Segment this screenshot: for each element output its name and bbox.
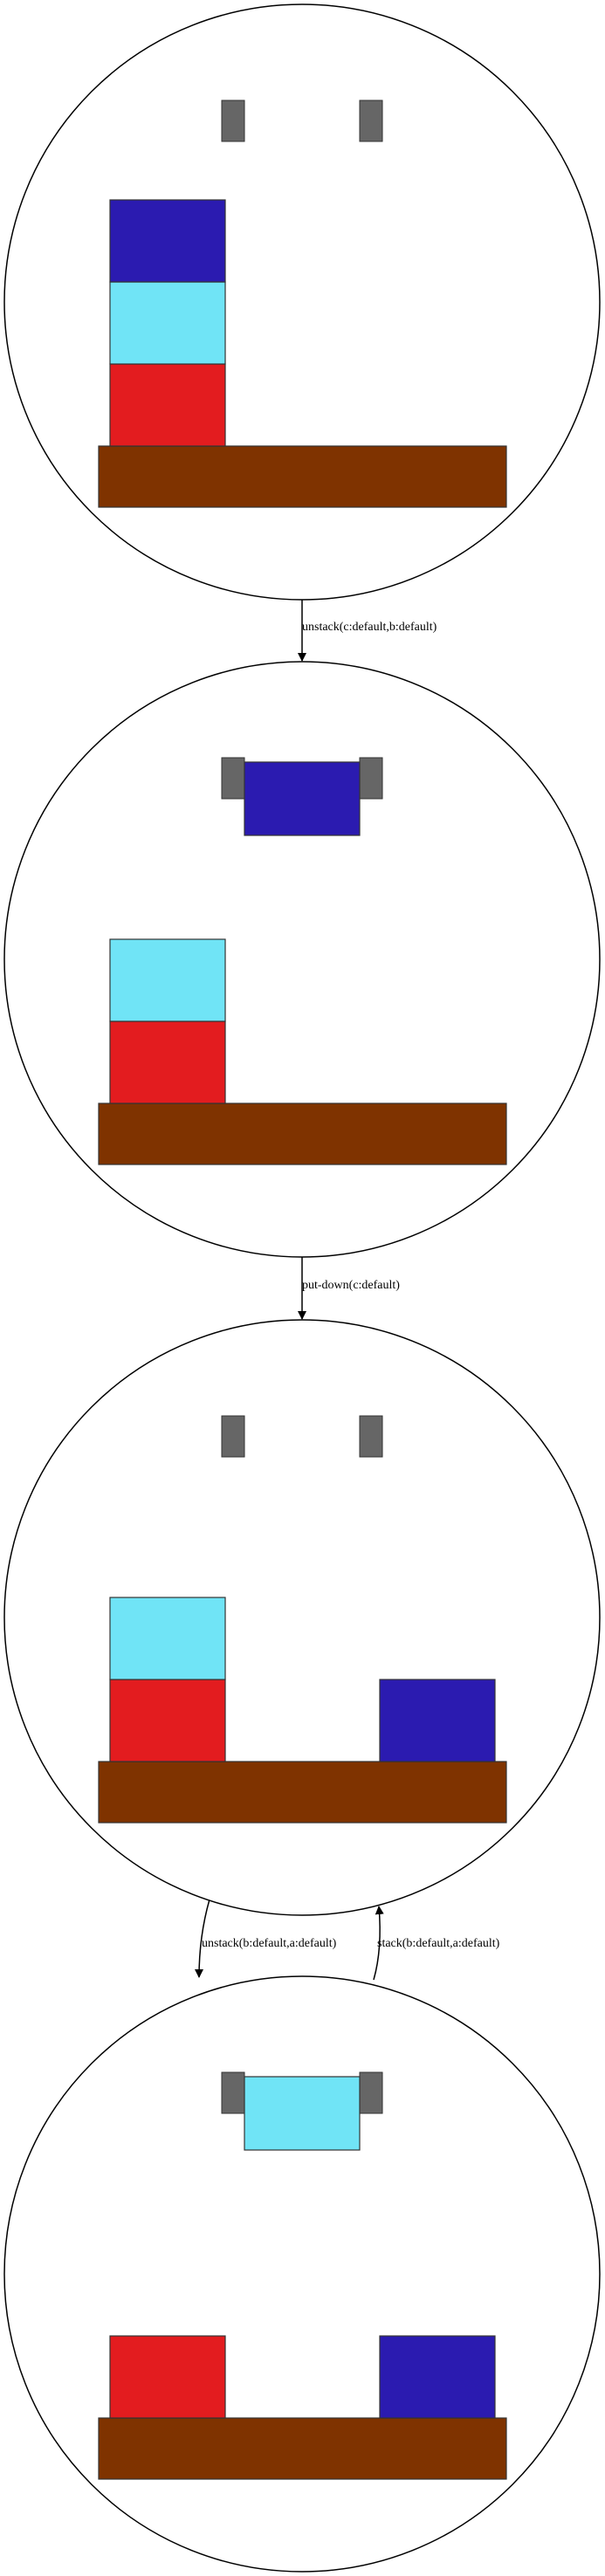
states-layer: [3, 3, 601, 2573]
table: [98, 2417, 507, 2480]
transition-label: put-down(c:default): [302, 1279, 400, 1292]
transition-label: unstack(b:default,a:default): [202, 1937, 337, 1950]
gripper-left-finger: [221, 757, 245, 800]
navy-block: [109, 199, 226, 283]
state-circle: [3, 1319, 601, 1916]
gripper-left-finger: [221, 2071, 245, 2114]
cyan-block: [109, 938, 226, 1022]
gripper-right-finger: [359, 757, 383, 800]
transition-label: stack(b:default,a:default): [377, 1937, 500, 1950]
cyan-block: [109, 1597, 226, 1680]
gripper-right-finger: [359, 1415, 383, 1458]
gripper-left-finger: [221, 100, 245, 142]
gripper-right-finger: [359, 2071, 383, 2114]
table: [98, 1103, 507, 1165]
state-1: [3, 3, 601, 601]
red-block: [109, 2335, 226, 2419]
table: [98, 1761, 507, 1824]
gripper-right-finger: [359, 100, 383, 142]
transition-arrow: [195, 1899, 210, 1978]
transition-label: unstack(c:default,b:default): [302, 621, 437, 634]
navy-block: [379, 1679, 496, 1762]
state-4: [3, 1975, 601, 2573]
red-block: [109, 363, 226, 447]
transitions-layer: [195, 600, 384, 1981]
transition-arrow: [373, 1906, 384, 1981]
red-block: [109, 1020, 226, 1104]
gripper-left-finger: [221, 1415, 245, 1458]
held-cyan-block: [244, 2076, 361, 2151]
state-circle: [3, 1975, 601, 2573]
cyan-block: [109, 281, 226, 365]
state-3: [3, 1319, 601, 1916]
state-2: [3, 661, 601, 1258]
transition-labels-layer: unstack(c:default,b:default) put-down(c:d…: [202, 621, 500, 1950]
red-block: [109, 1679, 226, 1762]
table: [98, 445, 507, 508]
state-circle: [3, 661, 601, 1258]
navy-block: [379, 2335, 496, 2419]
state-circle: [3, 3, 601, 601]
held-navy-block: [244, 761, 361, 836]
